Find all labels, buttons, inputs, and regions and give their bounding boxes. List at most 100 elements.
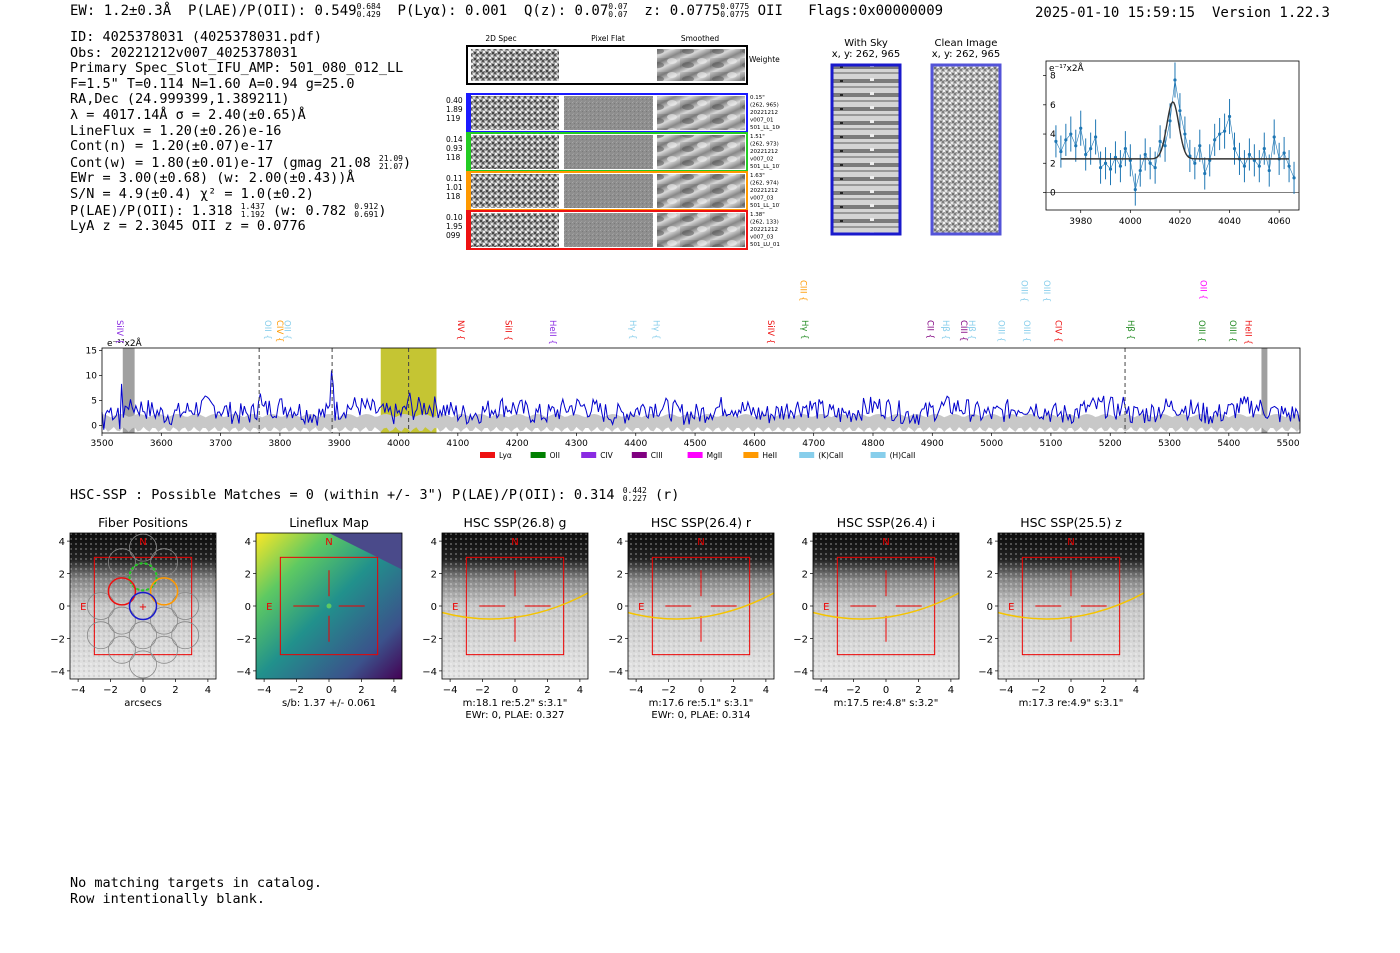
spectral-line-text: OII { — [282, 320, 292, 340]
hsc-ytick-label: −2 — [608, 634, 623, 645]
info-contw: Cont(w) = 1.80(±0.01)e-17 (gmag 21.08 21… — [70, 153, 412, 171]
cutout-2d-spec — [471, 213, 559, 247]
date-version: 2025-01-10 15:59:15 Version 1.22.3 — [1035, 5, 1330, 21]
cutout-row-meta: 20221212 — [750, 227, 778, 233]
cutout-row-meta: (262, 974) — [750, 181, 779, 187]
hsc-ytick-label: 4 — [59, 537, 65, 548]
full-spectrum-chart: 3500 3600 3700 3800 3900 4000 4100 4200 4300 4400… — [86, 280, 1301, 460]
hsc-xtick-label: 0 — [1068, 685, 1074, 696]
cutout-row-meta: 1.63" — [750, 173, 765, 179]
zoom-xtick-label: 4040 — [1218, 217, 1241, 227]
cutout-row-meta: v007_01 — [750, 118, 774, 124]
zoom-xtick-label: 3980 — [1069, 217, 1092, 227]
ellipse-arc — [627, 592, 775, 620]
plya-value: P(Lyα): 0.001 — [397, 3, 508, 19]
hsc-ytick-label: −2 — [793, 634, 808, 645]
east-label: E — [266, 602, 272, 613]
hsc-xtick-label: 4 — [948, 685, 954, 696]
cutout-pixel-flat — [564, 96, 653, 130]
hsc-ytick-label: 0 — [987, 602, 993, 613]
north-label: N — [139, 537, 146, 548]
spectrum-xtick-label: 4200 — [506, 439, 529, 449]
spectrum-xtick-label: 4800 — [862, 439, 885, 449]
spectral-line-text: OIII { — [996, 320, 1006, 342]
cutout-row-meta: (262, 965) — [750, 103, 779, 109]
spectrum-highlight — [122, 348, 135, 433]
spectrum-error-band — [102, 414, 1300, 432]
zoom-spectrum-chart: 3980 4000 4020 4040 4060 0 2 4 6 8e⁻¹⁷x2Å — [1043, 60, 1300, 227]
spectral-line-text: OII { — [1197, 280, 1207, 300]
spectral-line-text: Hβ { — [940, 320, 950, 340]
legend-label: MgII — [707, 451, 723, 460]
hsc-caption: arcsecs — [124, 698, 162, 709]
hsc-ytick-label: −2 — [50, 634, 65, 645]
hsc-caption: m:18.1 re:5.2" s:3.1" — [463, 698, 568, 709]
hsc-ytick-label: 2 — [431, 570, 437, 581]
spectral-line-label: HeII { — [547, 320, 557, 345]
clean-image — [930, 63, 1002, 236]
hsc-ytick-label: 2 — [987, 570, 993, 581]
hsc-xtick-label: 4 — [205, 685, 211, 696]
hsc-ytick-label: 4 — [802, 537, 808, 548]
spectrum-ytick-label: 0 — [91, 422, 97, 432]
lineflux-map-corner — [329, 533, 402, 570]
spectral-line-label: CII { — [925, 320, 935, 339]
cutout-row-stat: 1.95 — [446, 222, 463, 231]
north-label: N — [325, 537, 332, 548]
hsc-xtick-label: −4 — [629, 685, 644, 696]
zoom-xtick-label: 4020 — [1168, 217, 1191, 227]
hsc-caption: m:17.3 re:4.9" s:3.1" — [1019, 698, 1124, 709]
cutout-smoothed — [657, 96, 745, 130]
info-lya-oii: LyA z = 2.3045 OII z = 0.0776 — [70, 218, 306, 235]
hsc-ytick-label: 4 — [987, 537, 993, 548]
cutout-row-meta: 501_LU_014 — [750, 242, 780, 248]
hsc-caption: m:17.6 re:5.1" s:3.1" — [649, 698, 754, 709]
spectral-line-text: SiIV { — [765, 320, 775, 344]
legend-swatch — [581, 452, 597, 458]
cutout-row-color — [467, 94, 471, 132]
hsc-cutout-noise — [813, 533, 959, 679]
spectral-line-label: SiIV { — [765, 320, 775, 344]
zoom-ytick-label: 4 — [1050, 130, 1056, 140]
spectral-line-text: SiIV { — [114, 320, 124, 344]
spectrum-flux-line — [101, 370, 1300, 430]
hsc-ytick-label: 0 — [245, 602, 251, 613]
spectral-line-text: OIII { — [1196, 320, 1206, 342]
spectral-line-text: OIII { — [1021, 320, 1031, 342]
hsc-panel-title: HSC SSP(26.4) r — [651, 515, 752, 530]
east-label: E — [638, 602, 644, 613]
cutout-smoothed — [657, 213, 745, 247]
hsc-summary: HSC-SSP : Possible Matches = 0 (within +… — [70, 486, 680, 504]
fiber-circle — [86, 592, 115, 620]
center-cross: + — [139, 602, 147, 613]
spectral-line-label: Hβ { — [966, 320, 976, 340]
aperture-box — [651, 556, 751, 656]
cutout-row-color — [467, 172, 471, 210]
hsc-xtick-label: 0 — [140, 685, 146, 696]
cutout-row-stat: 0.93 — [446, 144, 463, 153]
hsc-caption-2: EWr: 0, PLAE: 0.314 — [651, 710, 750, 721]
hsc-panel-title: Lineflux Map — [289, 515, 369, 530]
spectral-line-text: CIV { — [1053, 320, 1063, 342]
east-label: E — [80, 602, 86, 613]
hsc-ytick-label: −4 — [422, 667, 437, 678]
north-label: N — [1067, 537, 1074, 548]
fiber-circle — [129, 533, 157, 562]
legend-swatch — [799, 452, 815, 458]
hsc-xtick-label: 2 — [358, 685, 364, 696]
hsc-xtick-label: −2 — [475, 685, 490, 696]
catalog-footer: No matching targets in catalog. Row inte… — [70, 875, 322, 907]
legend-label: (H)CaII — [890, 451, 916, 460]
spectrum-ytick-label: 15 — [86, 347, 97, 357]
hsc-ytick-label: 4 — [431, 537, 437, 548]
spectral-line-text: HeII { — [547, 320, 557, 345]
spectral-line-text: NV { — [455, 320, 465, 340]
spectrum-ytick-label: 10 — [86, 372, 98, 382]
ellipse-arc — [812, 592, 960, 620]
spectral-line-label: OII { — [282, 320, 292, 340]
zoom-xtick-label: 4060 — [1268, 217, 1291, 227]
hsc-xtick-label: 2 — [544, 685, 550, 696]
hsc-cutout-noise — [628, 533, 774, 679]
spectral-line-text: CII { — [925, 320, 935, 339]
datetime: 2025-01-10 15:59:15 — [1034, 5, 1196, 21]
